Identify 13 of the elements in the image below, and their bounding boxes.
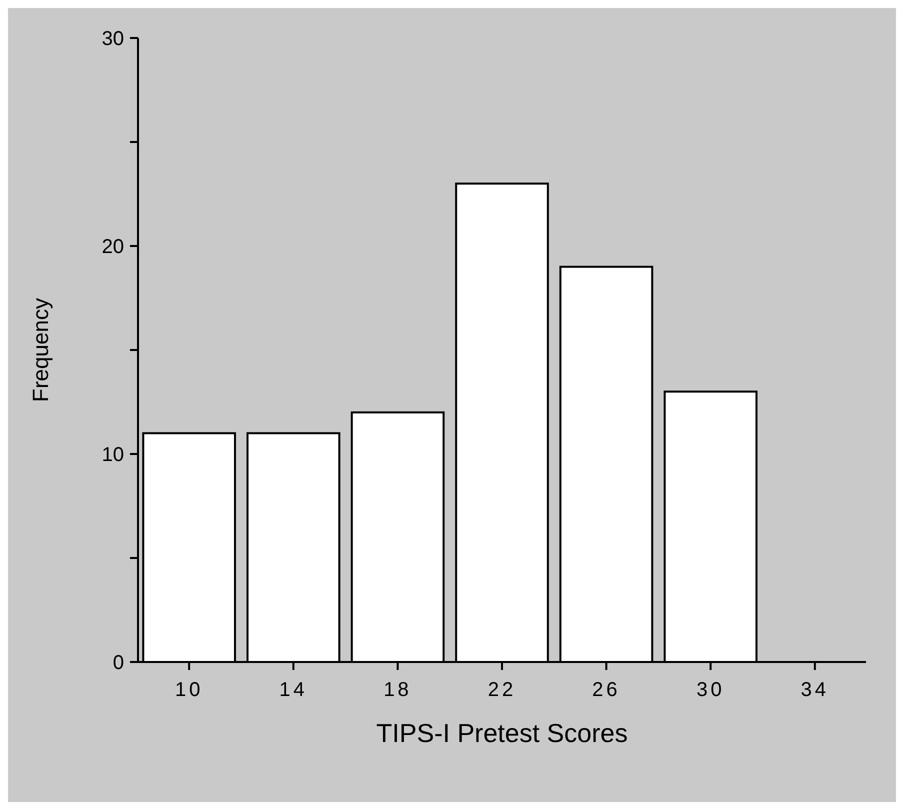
- y-tick-label: 0: [112, 652, 124, 674]
- x-tick-label: 10: [174, 679, 204, 701]
- y-tick-label: 10: [102, 444, 124, 466]
- x-tick-label: 30: [696, 679, 725, 701]
- x-axis-title: TIPS-I Pretest Scores: [376, 718, 628, 748]
- y-tick-label: 20: [102, 236, 124, 258]
- x-tick-label: 14: [279, 679, 308, 701]
- y-axis-title: Frequency: [28, 298, 53, 402]
- x-tick-label: 22: [488, 679, 516, 701]
- x-tick-label: 34: [800, 679, 830, 701]
- x-tick-label: 18: [384, 679, 412, 701]
- y-tick-label: 30: [102, 28, 124, 50]
- x-tick-label: 26: [592, 679, 620, 701]
